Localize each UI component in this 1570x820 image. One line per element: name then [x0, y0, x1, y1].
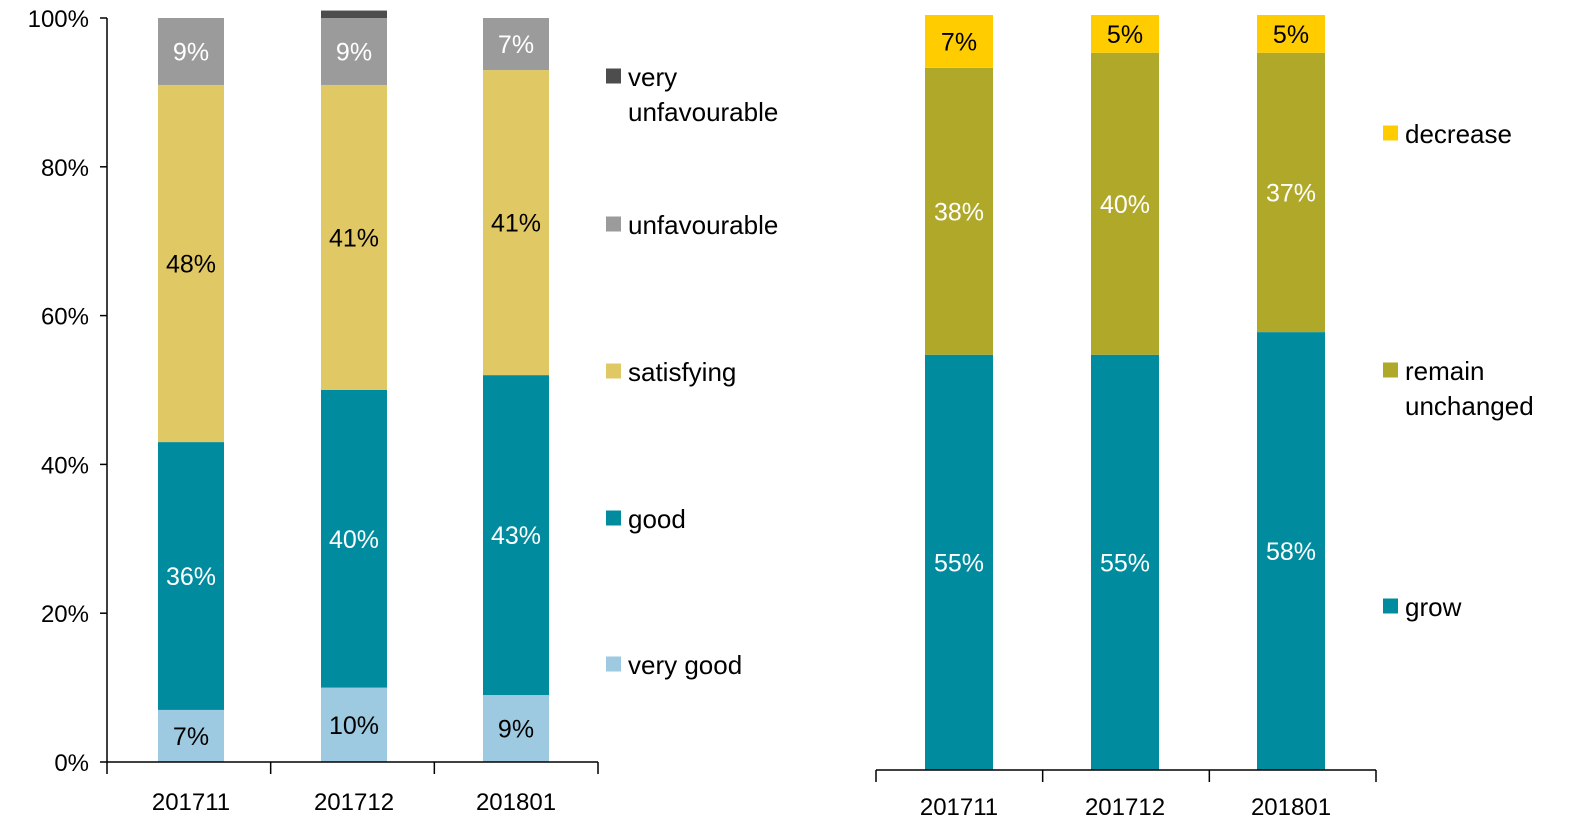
- y-tick-label: 60%: [41, 304, 89, 331]
- x-tick-label: 201801: [476, 789, 556, 816]
- data-label: 7%: [941, 28, 977, 56]
- bar-segment: [321, 18, 387, 85]
- legend-label: satisfying: [628, 357, 736, 387]
- legend-swatch: [606, 216, 621, 232]
- data-label: 9%: [173, 38, 209, 66]
- bar-segment: [321, 84, 387, 391]
- legend-label: good: [628, 504, 686, 534]
- x-tick-label: 201801: [1251, 794, 1331, 820]
- bar-segment: [1091, 15, 1159, 53]
- legend-swatch: [606, 363, 621, 379]
- bar-segment: [1257, 15, 1325, 53]
- x-tick-label: 201712: [1085, 794, 1165, 820]
- legend-label: decrease: [1405, 119, 1512, 149]
- data-label: 9%: [336, 38, 372, 66]
- data-label: 41%: [329, 224, 379, 252]
- legend-swatch: [606, 510, 621, 526]
- data-label: 10%: [329, 712, 379, 740]
- data-label: 43%: [491, 522, 541, 550]
- y-tick-label: 80%: [41, 155, 89, 182]
- data-label: 5%: [1107, 21, 1143, 49]
- legend-label: grow: [1405, 592, 1462, 622]
- legend-label: very good: [628, 650, 742, 680]
- bar-segment: [925, 67, 993, 355]
- bar-segment: [483, 695, 549, 762]
- bar-segment: [158, 442, 224, 710]
- data-label: 5%: [1273, 21, 1309, 49]
- bar-segment: [1257, 332, 1325, 770]
- bar-segment: [158, 18, 224, 85]
- data-label: 55%: [934, 549, 984, 577]
- data-label: 38%: [934, 198, 984, 226]
- y-tick-label: 0%: [54, 750, 89, 777]
- bar-segment: [321, 10, 387, 18]
- chart-satisfaction: 0% 20% 40% 60% 80% 100% 7% 36% 48% 9% 10% 40% 41% 9% 9…: [28, 6, 779, 816]
- x-tick-label: 201711: [152, 789, 230, 816]
- x-tick-label: 201711: [920, 794, 998, 820]
- data-label: 48%: [166, 251, 216, 279]
- bar-segment: [1091, 52, 1159, 355]
- data-label: 36%: [166, 563, 216, 591]
- bar-segment: [158, 709, 224, 762]
- data-label: 7%: [498, 31, 534, 59]
- y-tick-label: 20%: [41, 601, 89, 628]
- bar-segment: [483, 375, 549, 696]
- x-tick-label: 201712: [314, 789, 394, 816]
- bar-segment: [1257, 52, 1325, 333]
- bar-segment: [321, 687, 387, 762]
- y-tick-label: 100%: [28, 6, 89, 33]
- data-label: 40%: [329, 526, 379, 554]
- data-label: 58%: [1266, 538, 1316, 566]
- bar-segment: [925, 15, 993, 68]
- bar-segment: [321, 390, 387, 688]
- data-label: 7%: [173, 723, 209, 751]
- chart-expectation: 55% 38% 7% 55% 40% 5% 58% 37% 5% 201711 201712 2018…: [875, 15, 1534, 820]
- y-tick-label: 40%: [41, 452, 89, 479]
- data-label: 55%: [1100, 549, 1150, 577]
- legend-swatch: [1383, 125, 1398, 141]
- legend-label: remain unchanged: [1405, 356, 1534, 421]
- legend-swatch: [1383, 598, 1398, 614]
- legend-swatch: [606, 68, 621, 84]
- legend-label: unfavourable: [628, 210, 778, 240]
- legend-label: very unfavourable: [628, 62, 778, 127]
- data-label: 40%: [1100, 191, 1150, 219]
- bar-segment: [483, 18, 549, 71]
- legend-swatch: [1383, 362, 1398, 378]
- legend-swatch: [606, 656, 621, 672]
- data-label: 9%: [498, 716, 534, 744]
- data-label: 41%: [491, 210, 541, 238]
- bar-segment: [483, 70, 549, 376]
- bar-segment: [158, 84, 224, 443]
- data-label: 37%: [1266, 179, 1316, 207]
- bar-segment: [1091, 354, 1159, 770]
- bar-segment: [925, 354, 993, 770]
